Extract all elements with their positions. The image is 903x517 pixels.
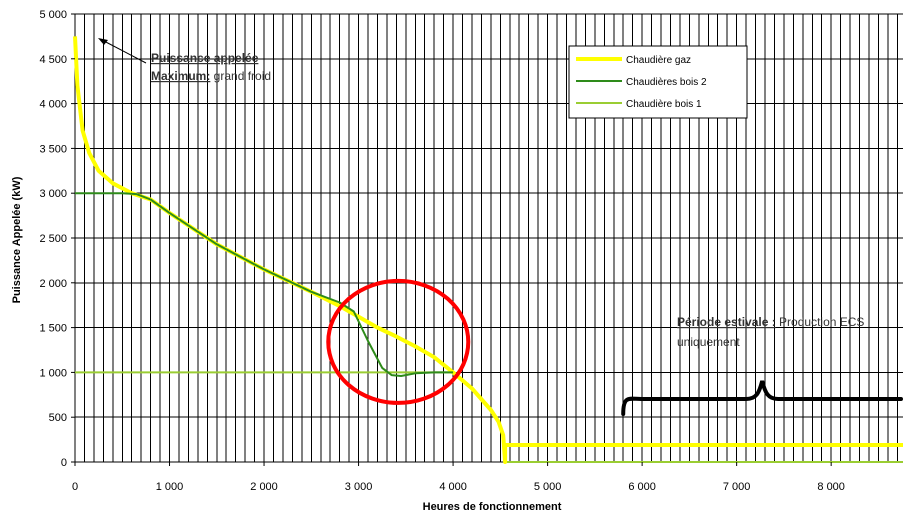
legend-label-gaz: Chaudière gaz	[626, 55, 691, 66]
y-tick-label: 500	[49, 412, 67, 424]
y-tick-label: 4 500	[39, 54, 67, 66]
highlight-circle	[326, 278, 471, 405]
y-tick-label: 3 000	[39, 188, 67, 200]
tick-labels: 0 500 1 000 1 500 2 000 2 500 3 000 3 500 4 000 4…	[39, 9, 844, 493]
y-tick-label: 0	[61, 457, 67, 469]
summer-annotation: Période estivale : Production ECS unique…	[677, 315, 864, 349]
y-tick-label: 4 000	[39, 99, 67, 111]
peak-annotation: Puissance appelée Maximum: grand froid	[98, 38, 271, 83]
summer-annotation-line2: uniquement	[677, 335, 740, 349]
x-tick-label: 3 000	[345, 481, 373, 493]
x-tick-label: 0	[72, 481, 78, 493]
series-line-chaudiere-gaz	[73, 36, 903, 464]
summer-annotation-rest: Production ECS	[776, 315, 865, 329]
y-tick-label: 3 500	[39, 143, 67, 155]
peak-annotation-line2: Maximum: grand froid	[151, 69, 271, 83]
summer-annotation-line1: Période estivale : Production ECS	[677, 315, 864, 329]
y-tick-label: 2 000	[39, 278, 67, 290]
y-tick-label: 5 000	[39, 9, 67, 21]
peak-arrow-head	[98, 38, 108, 45]
x-tick-label: 8 000	[817, 481, 845, 493]
legend-label-bois1: Chaudière bois 1	[626, 99, 702, 110]
peak-annotation-bold: Maximum:	[151, 69, 210, 83]
peak-annotation-title: Puissance appelée	[151, 51, 259, 65]
x-tick-label: 1 000	[156, 481, 184, 493]
x-tick-label: 7 000	[723, 481, 751, 493]
summer-annotation-bold: Période estivale :	[677, 315, 776, 329]
y-tick-label: 1 000	[39, 367, 67, 379]
series-line-chaudieres-bois-2	[75, 192, 454, 377]
x-tick-label: 4 000	[439, 481, 467, 493]
y-tick-label: 1 500	[39, 323, 67, 335]
legend-label-bois2: Chaudières bois 2	[626, 77, 707, 88]
peak-arrow-line	[101, 39, 147, 64]
y-tick-label: 2 500	[39, 233, 67, 245]
y-axis-title: Puissance Appelée (kW)	[11, 176, 23, 303]
summer-brace	[621, 380, 903, 416]
peak-annotation-rest: grand froid	[210, 69, 271, 83]
x-tick-label: 6 000	[628, 481, 656, 493]
x-tick-label: 2 000	[250, 481, 278, 493]
x-axis-title: Heures de fonctionnement	[423, 501, 562, 513]
x-tick-label: 5 000	[534, 481, 562, 493]
legend: Chaudière gaz Chaudières bois 2 Chaudièr…	[568, 45, 748, 119]
